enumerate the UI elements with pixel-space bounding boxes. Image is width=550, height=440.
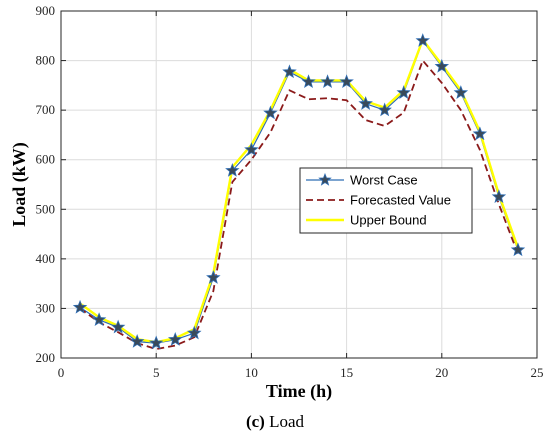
worst-case-marker — [187, 325, 202, 340]
worst-case-marker — [225, 163, 240, 177]
worst-case-marker — [453, 85, 469, 99]
figure-caption: (c) Load — [0, 412, 550, 432]
worst-case-marker — [434, 58, 450, 73]
y-tick-label: 300 — [36, 300, 56, 315]
worst-case-marker — [320, 74, 335, 89]
worst-case-marker — [282, 64, 297, 79]
worst-case-marker — [91, 312, 107, 326]
x-tick-label: 15 — [340, 365, 353, 380]
x-tick-label: 10 — [245, 365, 258, 380]
x-tick-label: 20 — [435, 365, 448, 380]
worst-case-marker — [110, 319, 126, 334]
worst-case-marker — [377, 102, 392, 117]
y-axis-label: Load (kW) — [9, 142, 30, 227]
worst-case-marker — [510, 242, 526, 257]
worst-case-marker — [339, 74, 354, 89]
worst-case-marker — [396, 85, 411, 99]
worst-case-marker — [415, 33, 430, 47]
y-tick-label: 900 — [36, 3, 56, 18]
y-tick-label: 700 — [36, 102, 56, 117]
legend-label: Upper Bound — [350, 213, 427, 228]
x-ticks: 0 5 10 15 20 25 — [58, 11, 544, 380]
plot-frame — [60, 10, 538, 359]
caption-text: Load — [269, 412, 305, 431]
y-tick-label: 500 — [36, 201, 56, 216]
worst-case-marker — [301, 74, 316, 89]
caption-label: (c) — [245, 412, 265, 431]
y-tick-label: 600 — [36, 152, 56, 167]
worst-case-marker — [72, 299, 88, 314]
x-tick-label: 5 — [153, 365, 160, 380]
series-layer — [72, 33, 526, 351]
worst-case-marker — [168, 332, 183, 346]
legend-label: Forecasted Value — [350, 193, 451, 208]
load-chart: 0 5 10 15 20 25 200 300 400 500 600 700 800 900 Wors… — [9, 3, 544, 402]
worst-case-marker — [244, 142, 259, 156]
x-axis-label: Time (h) — [266, 381, 332, 402]
x-tick-label: 0 — [58, 365, 65, 380]
legend-label: Worst Case — [350, 173, 418, 188]
worst-case-marker — [491, 189, 507, 204]
worst-case-marker — [263, 105, 278, 120]
worst-case-marker — [148, 335, 164, 350]
legend-marker-worst-case — [318, 172, 332, 186]
worst-case-marker — [129, 334, 145, 348]
y-ticks: 200 300 400 500 600 700 800 900 — [36, 3, 537, 365]
x-tick-label: 25 — [531, 365, 544, 380]
grid — [60, 10, 538, 359]
worst-case-marker — [358, 96, 373, 110]
y-tick-label: 400 — [36, 251, 56, 266]
worst-case-marker — [206, 270, 221, 284]
y-tick-label: 800 — [36, 53, 56, 68]
worst-case-marker — [472, 126, 488, 141]
y-tick-label: 200 — [36, 350, 56, 365]
legend: Worst Case Forecasted Value Upper Bound — [299, 167, 473, 234]
